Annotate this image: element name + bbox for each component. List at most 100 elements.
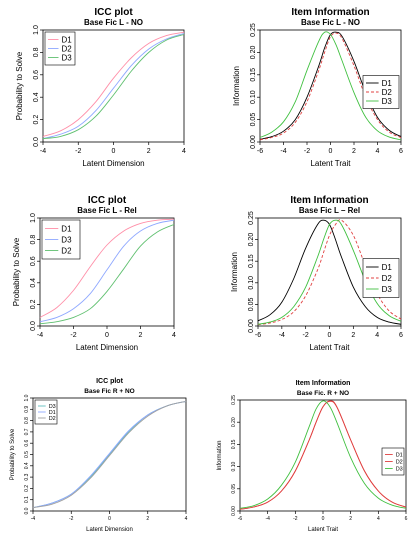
y-tick-label: 1.0 <box>24 394 30 401</box>
y-tick-label: 0.20 <box>250 45 257 59</box>
x-axis-label: Latent Trait <box>308 527 338 533</box>
series-line-d2 <box>39 224 175 325</box>
y-tick-label: 0.15 <box>231 439 237 449</box>
y-tick-label: 0.6 <box>24 440 30 447</box>
x-tick-label: -2 <box>70 332 76 339</box>
x-axis-label: Latent Trait <box>309 343 350 352</box>
series-line-d2 <box>42 32 185 140</box>
x-tick-label: -2 <box>303 332 309 339</box>
y-tick-label: 0.00 <box>250 135 257 149</box>
x-tick-label: 0 <box>108 516 111 522</box>
x-tick-label: 2 <box>147 148 151 155</box>
legend-label: D3 <box>62 53 73 62</box>
y-tick-label: 1.0 <box>30 213 37 223</box>
y-tick-label: 0.20 <box>231 417 237 427</box>
legend-label: D3 <box>49 404 56 410</box>
chart-title: Item Information <box>290 195 368 206</box>
legend-label: D2 <box>382 274 393 283</box>
chart-subtitle: Base Fic L – Rel <box>299 206 360 215</box>
series-line-d3 <box>39 219 175 323</box>
y-tick-label: 0.4 <box>24 462 30 469</box>
y-tick-label: 0.00 <box>231 506 237 516</box>
y-tick-label: 0.4 <box>30 278 37 288</box>
y-tick-label: 0.7 <box>24 428 30 435</box>
y-tick-label: 0.15 <box>248 254 255 268</box>
y-tick-label: 0.9 <box>24 406 30 413</box>
legend-label: D1 <box>49 410 56 416</box>
legend-label: D1 <box>61 224 72 233</box>
x-axis-label: Latent Trait <box>310 159 351 168</box>
legend-label: D2 <box>61 246 72 255</box>
y-tick-label: 0.10 <box>250 90 257 104</box>
series-line-d1 <box>239 400 407 510</box>
x-tick-label: 6 <box>399 148 403 155</box>
legend-label: D1 <box>382 263 393 272</box>
chart-panel-5: ICC plot Base Fic R + NO -4 -2 0 2 4 0.0 0.1 0.2 0… <box>10 378 188 533</box>
y-tick-label: 0.8 <box>33 47 40 57</box>
y-tick-label: 0.8 <box>24 417 30 424</box>
legend: D1 D2 D3 <box>362 258 400 298</box>
x-tick-label: 2 <box>139 332 143 339</box>
series-line-d3 <box>259 31 402 141</box>
x-tick-label: 6 <box>399 332 403 339</box>
legend-label: D2 <box>49 416 56 422</box>
x-tick-label: 0 <box>329 148 333 155</box>
x-tick-label: -4 <box>31 516 36 522</box>
x-tick-label: -6 <box>238 516 243 522</box>
y-tick-label: 0.10 <box>248 276 255 290</box>
legend-label: D1 <box>62 35 73 44</box>
chart-title: ICC plot <box>96 378 123 385</box>
x-tick-label: 4 <box>185 516 188 522</box>
series-line-d2 <box>239 400 407 510</box>
x-tick-label: -2 <box>293 516 298 522</box>
series-line-d2 <box>32 400 187 509</box>
x-tick-label: 4 <box>376 148 380 155</box>
y-tick-label: 0.05 <box>231 484 237 494</box>
y-tick-label: 0.2 <box>30 299 37 309</box>
x-tick-label: 2 <box>146 516 149 522</box>
x-axis-label: Latent Dimension <box>76 343 138 352</box>
y-axis-label: Information <box>217 440 223 470</box>
x-tick-label: 0 <box>322 516 325 522</box>
y-tick-label: 0.00 <box>248 319 255 333</box>
series-line-d3 <box>239 400 407 509</box>
chart-title: ICC plot <box>88 195 127 206</box>
y-tick-label: 0.10 <box>231 462 237 472</box>
x-tick-label: -4 <box>279 332 285 339</box>
x-axis-label: Latent Dimension <box>82 159 144 168</box>
chart-title: Item Information <box>291 7 369 18</box>
y-tick-label: 0.05 <box>250 113 257 127</box>
x-tick-label: 0 <box>105 332 109 339</box>
x-tick-label: 2 <box>352 148 356 155</box>
x-tick-label: -6 <box>255 332 261 339</box>
y-tick-label: 0.20 <box>248 233 255 247</box>
legend-label: D1 <box>382 79 393 88</box>
x-tick-label: 0 <box>328 332 332 339</box>
chart-subtitle: Base Fic. R + NO <box>297 390 349 397</box>
y-tick-label: 0.0 <box>24 507 30 514</box>
legend-label: D2 <box>62 44 73 53</box>
series-line-d1 <box>42 31 185 137</box>
y-tick-label: 0.4 <box>33 92 40 102</box>
y-axis-label: Information <box>232 66 241 106</box>
y-tick-label: 0.6 <box>33 70 40 80</box>
chart-panel-6: Item Information Base Fic. R + NO -6 -4 -2 0 2… <box>217 380 408 533</box>
x-tick-label: 0 <box>112 148 116 155</box>
y-tick-label: 0.05 <box>248 297 255 311</box>
x-tick-label: 4 <box>182 148 186 155</box>
x-tick-label: 4 <box>172 332 176 339</box>
series-line-d2 <box>259 32 402 141</box>
x-tick-label: -4 <box>40 148 46 155</box>
x-tick-label: 4 <box>377 516 380 522</box>
legend-label: D3 <box>61 235 72 244</box>
y-tick-label: 0.15 <box>250 68 257 82</box>
legend-label: D3 <box>382 285 393 294</box>
x-tick-label: 6 <box>405 516 408 522</box>
y-axis-label: Probability to Solve <box>10 428 16 480</box>
